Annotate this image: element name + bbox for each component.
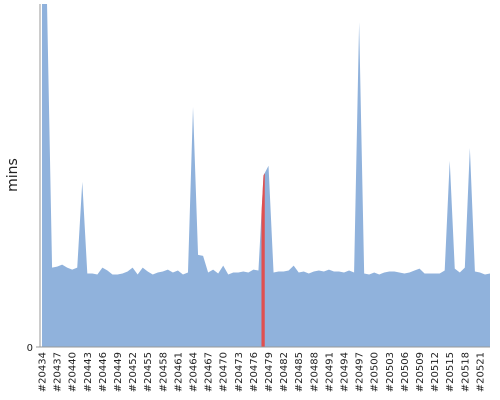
x-tick-label: #20470: [219, 352, 230, 392]
x-tick-label: #20464: [189, 352, 200, 392]
x-tick-label: #20467: [204, 352, 215, 392]
x-tick-label: #20518: [460, 352, 471, 392]
x-tick-label: #20458: [158, 352, 169, 392]
x-tick-label: #20461: [173, 352, 184, 392]
x-tick-label: #20491: [324, 352, 335, 392]
highlighted-build: [261, 173, 265, 347]
x-tick-label: #20452: [128, 352, 139, 392]
x-tick-label: #20488: [309, 352, 320, 392]
x-tick-label: #20446: [98, 352, 109, 392]
y-tick-label: 0: [27, 343, 33, 354]
x-tick-label: #20482: [279, 352, 290, 392]
x-tick-label: #20476: [249, 352, 260, 392]
x-tick-label: #20479: [264, 352, 275, 392]
x-tick-label: #20443: [83, 352, 94, 392]
x-tick-label: #20506: [400, 352, 411, 392]
x-tick-label: #20503: [385, 352, 396, 392]
x-tick-label: #20494: [340, 352, 351, 392]
x-tick-label: #20434: [38, 352, 49, 392]
x-tick-label: #20521: [475, 352, 486, 392]
x-tick-label: #20485: [294, 352, 305, 392]
x-tick-label: #20509: [415, 352, 426, 392]
x-tick-label: #20512: [430, 352, 441, 392]
x-tick-label: #20449: [113, 352, 124, 392]
x-tick-label: #20440: [68, 352, 79, 392]
x-tick-label: #20515: [445, 352, 456, 392]
x-tick-label: #20473: [234, 352, 245, 392]
x-tick-label: #20500: [370, 352, 381, 392]
x-tick-label: #20497: [355, 352, 366, 392]
area: [42, 4, 490, 347]
x-tick-label: #20437: [53, 352, 64, 392]
x-tick-label: #20455: [143, 352, 154, 392]
y-axis-label: mins: [5, 158, 21, 192]
